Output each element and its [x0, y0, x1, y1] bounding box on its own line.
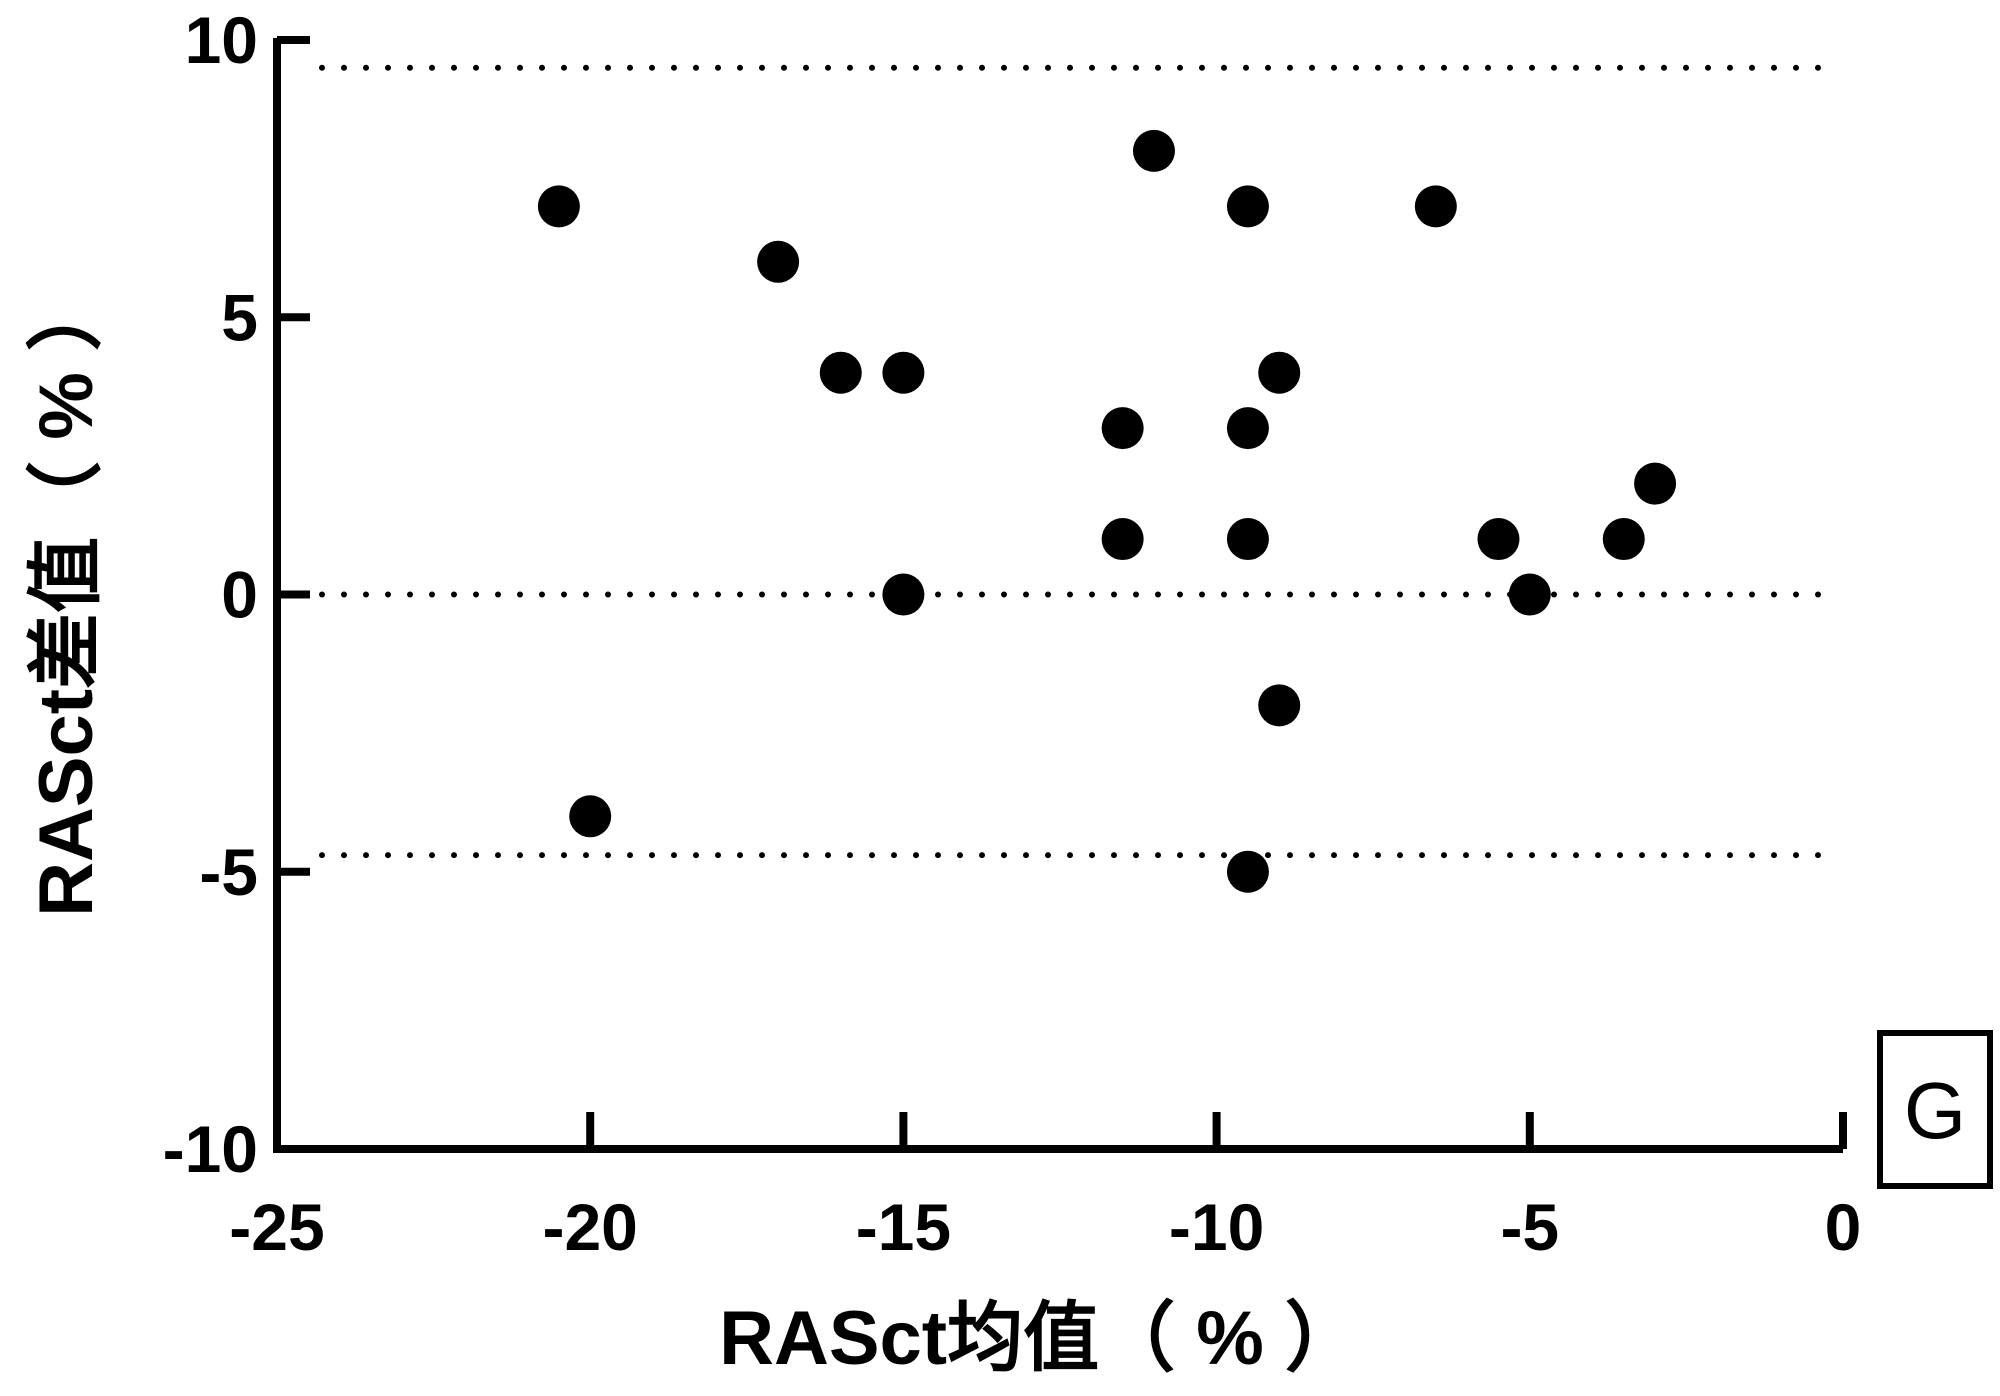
data-point [1258, 351, 1301, 394]
x-tick-label: 0 [1825, 1190, 1862, 1264]
data-point [1477, 518, 1520, 561]
y-tick-label: -5 [199, 835, 258, 909]
y-tick-label: 0 [221, 558, 258, 632]
data-point [1508, 573, 1551, 616]
data-point [1634, 462, 1677, 505]
x-tick-label: -5 [1500, 1190, 1559, 1264]
x-tick-label: -25 [229, 1190, 324, 1264]
panel-label: G [1904, 1066, 1966, 1155]
x-tick-label: -15 [856, 1190, 951, 1264]
x-ticks: -25 -20 -15 -10 -5 0 [229, 1112, 1861, 1264]
data-point [1226, 850, 1269, 893]
y-tick-label: 5 [221, 280, 258, 354]
data-point [882, 351, 925, 394]
data-point [1226, 185, 1269, 228]
data-point [1101, 407, 1144, 450]
x-tick-label: -20 [543, 1190, 638, 1264]
data-point [1132, 129, 1175, 172]
y-ticks: 10 5 0 -5 -10 [163, 3, 310, 1186]
data-point [882, 573, 925, 616]
data-point [1101, 518, 1144, 561]
data-point [757, 240, 800, 283]
axes [273, 38, 1843, 1153]
data-point [1602, 518, 1645, 561]
reference-lines [319, 64, 1833, 859]
data-point [1226, 407, 1269, 450]
data-point [1258, 684, 1301, 727]
data-point [569, 795, 612, 838]
data-point [1414, 185, 1457, 228]
data-point [819, 351, 862, 394]
x-axis-title: RASct均值（ % ） [719, 1296, 1361, 1381]
data-points [537, 129, 1677, 893]
data-point [1226, 518, 1269, 561]
y-tick-label: 10 [185, 3, 258, 77]
data-point [537, 185, 580, 228]
panel-label-box: G [1877, 1030, 1993, 1189]
x-tick-label: -10 [1169, 1190, 1264, 1264]
y-tick-label: -10 [163, 1112, 258, 1186]
y-axis-title: RASct差值（ % ） [24, 275, 109, 917]
